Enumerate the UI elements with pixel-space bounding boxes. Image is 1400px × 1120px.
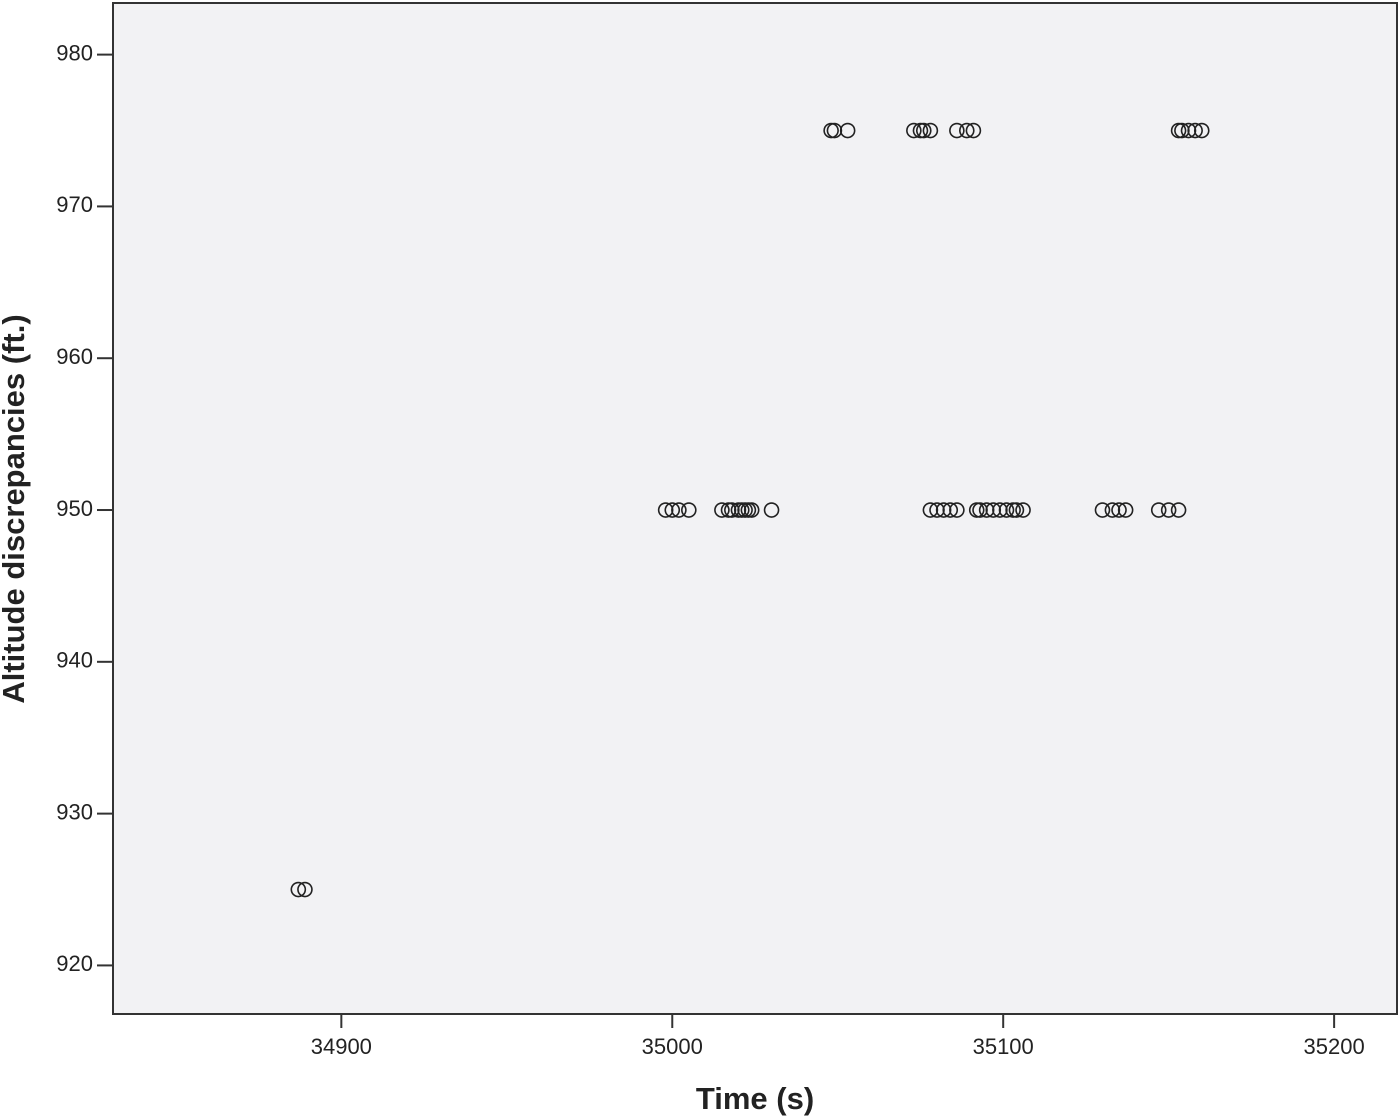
- point: [922, 122, 939, 139]
- point: [942, 502, 959, 518]
- point: [949, 502, 965, 518]
- point: [1160, 502, 1177, 518]
- point: [958, 122, 975, 139]
- point: [1008, 502, 1025, 518]
- y-axis-title: Altitude discrepancies (ft.): [0, 314, 31, 703]
- point: [906, 122, 922, 139]
- point: [1094, 502, 1111, 518]
- y-tick-label: 930: [56, 799, 93, 824]
- point: [671, 502, 687, 518]
- point: [839, 122, 856, 139]
- point: [1170, 502, 1187, 518]
- point: [290, 881, 307, 898]
- y-tick-label: 980: [56, 40, 93, 65]
- point: [743, 502, 760, 518]
- point: [1187, 122, 1203, 139]
- y-tick-label: 920: [56, 951, 93, 976]
- point: [681, 502, 697, 518]
- point: [1117, 502, 1134, 518]
- x-tick-label: 35100: [973, 1034, 1034, 1059]
- point: [1150, 502, 1167, 518]
- point: [664, 502, 681, 518]
- point: [965, 122, 982, 139]
- x-tick-label: 35000: [642, 1034, 703, 1059]
- y-tick-label: 970: [56, 192, 93, 217]
- point: [1015, 502, 1031, 518]
- point: [714, 502, 730, 518]
- point: [1193, 122, 1210, 139]
- point: [297, 881, 313, 898]
- point: [915, 122, 932, 139]
- point: [763, 502, 780, 518]
- point: [998, 502, 1015, 518]
- x-tick-label: 35200: [1304, 1034, 1365, 1059]
- point: [1111, 502, 1127, 518]
- x-axis-title: Time (s): [696, 1081, 814, 1116]
- point: [949, 122, 965, 139]
- y-tick-label: 940: [56, 648, 93, 673]
- y-tick-label: 950: [56, 496, 93, 521]
- y-tick-label: 960: [56, 344, 93, 369]
- x-tick-label: 34900: [311, 1034, 372, 1059]
